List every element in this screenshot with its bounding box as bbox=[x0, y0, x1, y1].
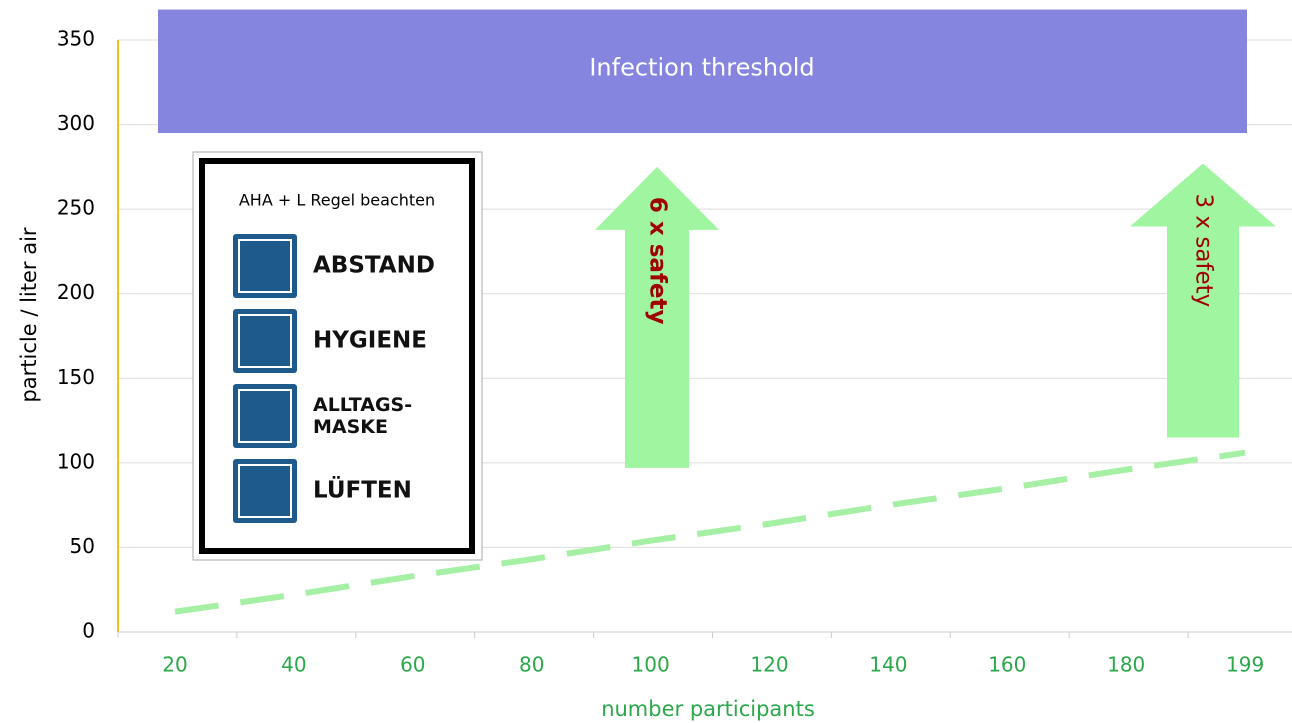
x-tick-label: 140 bbox=[869, 653, 907, 677]
x-tick-label: 180 bbox=[1107, 653, 1145, 677]
x-tick-label: 100 bbox=[632, 653, 670, 677]
y-tick-label: 50 bbox=[70, 534, 95, 558]
x-tick-label: 60 bbox=[400, 653, 425, 677]
y-tick-label: 350 bbox=[57, 27, 95, 51]
line bbox=[174, 449, 1246, 615]
y-tick-label: 0 bbox=[82, 619, 95, 643]
y-tick-label: 300 bbox=[57, 111, 95, 135]
sign-icon-inner bbox=[238, 389, 292, 443]
sign-item-line: ALLTAGS- bbox=[313, 394, 412, 416]
safety-arrow bbox=[595, 166, 719, 468]
sign-icon-inner bbox=[238, 314, 292, 368]
y-tick-label: 200 bbox=[57, 280, 95, 304]
x-tick-label: 120 bbox=[750, 653, 788, 677]
x-tick-label: 199 bbox=[1226, 653, 1264, 677]
sign-title: AHA + L Regel beachten bbox=[239, 191, 435, 210]
y-axis-label: particle / liter air bbox=[17, 227, 41, 402]
sign-item: HYGIENE bbox=[313, 328, 427, 354]
sign-icon-inner bbox=[238, 464, 292, 518]
sign-icon bbox=[233, 384, 297, 448]
sign-icon-inner bbox=[238, 239, 292, 293]
sign-icon bbox=[233, 234, 297, 298]
x-tick-label: 40 bbox=[281, 653, 306, 677]
y-tick-label: 250 bbox=[57, 196, 95, 220]
x-tick-label: 80 bbox=[519, 653, 544, 677]
sign-item: ABSTAND bbox=[313, 253, 435, 279]
y-tick-label: 150 bbox=[57, 365, 95, 389]
x-tick-label: 20 bbox=[162, 653, 187, 677]
y-tick-label: 100 bbox=[57, 449, 95, 473]
threshold-band bbox=[158, 9, 1247, 134]
sign: AHA + L Regel beachten ABSTAND HYGIENE ALLT… bbox=[192, 151, 483, 561]
x-axis-label: number participants bbox=[601, 697, 815, 721]
sign-item-line: MASKE bbox=[313, 416, 388, 438]
threshold-label: Infection threshold bbox=[589, 53, 814, 81]
sign-item: LÜFTEN bbox=[313, 476, 412, 504]
safety-label: 3 x safety bbox=[1191, 193, 1217, 307]
sign-icon bbox=[233, 459, 297, 523]
sign-item: ALLTAGS-MASKE bbox=[313, 394, 412, 438]
x-tick-label: 160 bbox=[988, 653, 1026, 677]
sign-icon bbox=[233, 309, 297, 373]
safety-arrow bbox=[1130, 163, 1276, 438]
safety-label: 6 x safety bbox=[645, 197, 671, 325]
